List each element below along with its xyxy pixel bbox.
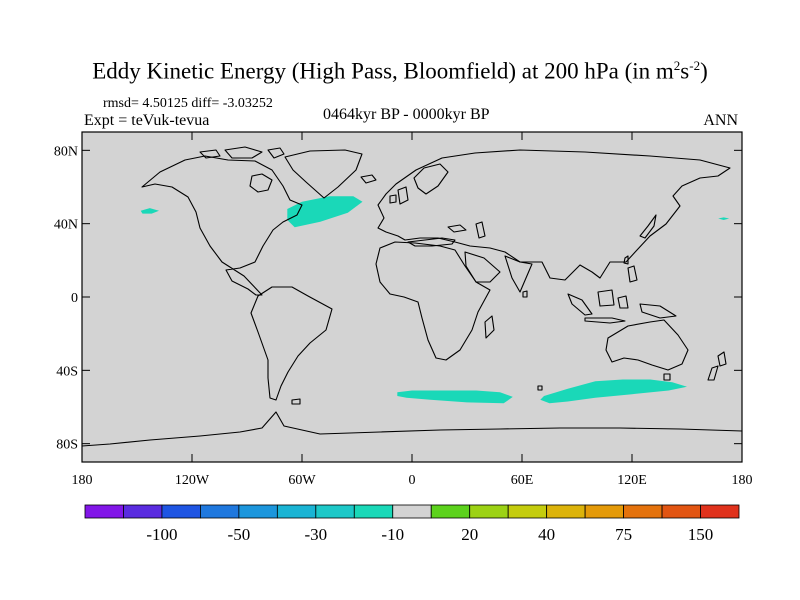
title-superscript-minus-two: -2 <box>689 58 701 73</box>
colorbar-box <box>276 504 317 519</box>
colorbar-box <box>700 504 740 519</box>
lon-tick-label: 180 <box>72 473 93 488</box>
colorbar-box <box>430 504 471 519</box>
lat-tick-label: 80S <box>56 438 78 453</box>
lon-tick-label: 0 <box>409 473 416 488</box>
colorbar-box <box>584 504 624 519</box>
colorbar-box <box>353 504 394 519</box>
map-land-background <box>82 132 742 462</box>
title-superscript-squared: 2 <box>673 58 681 73</box>
colorbar: -100 -50 -30 -10 20 40 75 150 <box>84 504 740 544</box>
longitude-ticks: 180 120W 60W 0 60E 120E 180 <box>72 132 753 488</box>
colorbar-label: -10 <box>381 525 404 544</box>
anomaly-region-north-atlantic <box>287 196 363 228</box>
colorbar-label: -30 <box>304 525 327 544</box>
colorbar-label: -100 <box>146 525 177 544</box>
colorbar-label: 75 <box>615 525 632 544</box>
period-label: 0464kyr BP - 0000kyr BP <box>323 106 490 123</box>
colorbar-label: 20 <box>461 525 478 544</box>
lon-tick-label: 60W <box>288 473 316 488</box>
colorbar-label: -50 <box>228 525 251 544</box>
anomaly-layer <box>140 196 730 404</box>
lon-tick-label: 60E <box>511 473 534 488</box>
colorbar-box <box>200 504 240 519</box>
anomaly-region-south-indian <box>540 379 687 404</box>
lat-tick-label: 80N <box>54 144 78 159</box>
colorbar-box <box>661 504 701 519</box>
colorbar-box <box>392 504 432 519</box>
colorbar-box <box>546 504 586 519</box>
lat-tick-label: 40N <box>54 218 78 233</box>
colorbar-box <box>238 504 278 519</box>
anomaly-region-north-pacific-west <box>140 208 159 214</box>
anomaly-region-south-atlantic-indian <box>397 390 513 404</box>
colorbar-box <box>623 504 663 519</box>
title-text: Eddy Kinetic Energy (High Pass, Bloomfie… <box>92 58 674 84</box>
stats-label: rmsd= 4.50125 diff= -3.03252 <box>103 96 273 111</box>
colorbar-box <box>161 504 201 519</box>
colorbar-box <box>507 504 548 519</box>
colorbar-label: 150 <box>688 525 714 544</box>
colorbar-box <box>123 504 163 519</box>
experiment-label: Expt = teVuk-tevua <box>84 112 210 129</box>
colorbar-box <box>84 504 124 519</box>
coastlines <box>82 146 742 447</box>
season-label: ANN <box>703 112 738 129</box>
lat-tick-label: 0 <box>71 291 78 306</box>
lon-tick-label: 120E <box>617 473 647 488</box>
plot-title: Eddy Kinetic Energy (High Pass, Bloomfie… <box>0 58 800 85</box>
colorbar-box <box>315 504 355 519</box>
colorbar-label: 40 <box>538 525 555 544</box>
lon-tick-label: 180 <box>732 473 753 488</box>
lat-tick-label: 40S <box>56 364 78 379</box>
title-unit-seconds: s <box>680 58 690 84</box>
title-close-paren: ) <box>700 58 708 84</box>
colorbar-box <box>469 504 509 519</box>
latitude-ticks: 80N 40N 0 40S 80S <box>54 144 742 453</box>
anomaly-region-north-pacific-east <box>718 217 730 220</box>
lon-tick-label: 120W <box>175 473 210 488</box>
